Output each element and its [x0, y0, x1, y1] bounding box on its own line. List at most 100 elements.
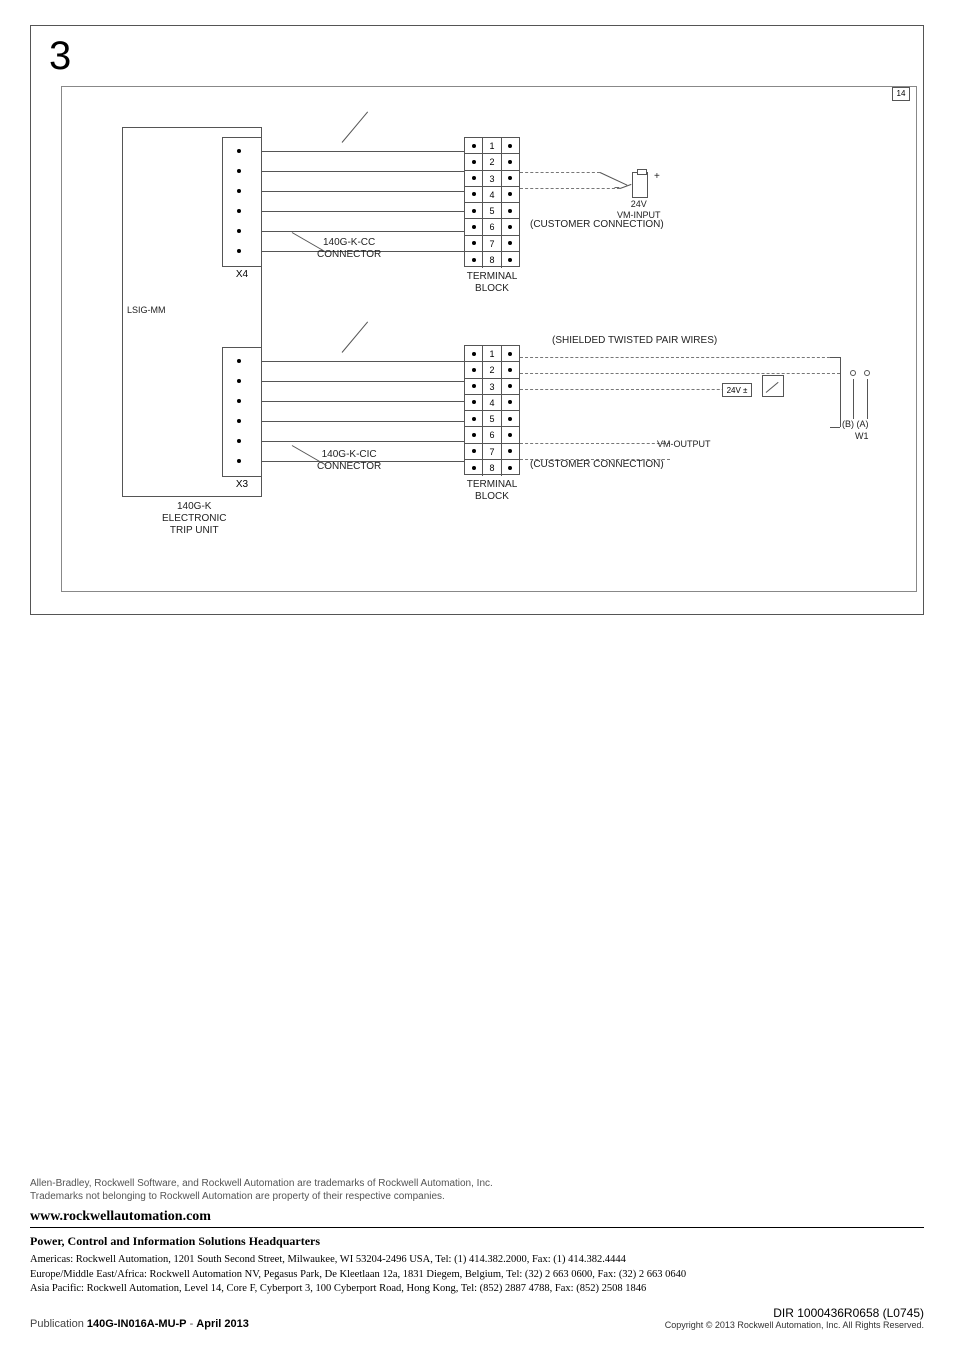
terminal-row: 2: [465, 362, 519, 378]
dot-icon: [508, 466, 512, 470]
terminal-number: 5: [483, 411, 501, 426]
terminal-cell: [465, 203, 483, 218]
addresses: Americas: Rockwell Automation, 1201 Sout…: [30, 1253, 924, 1296]
terminal-row: 1: [465, 346, 519, 362]
terminal-number: 1: [483, 346, 501, 361]
terminal-cell: [465, 444, 483, 459]
pin: [237, 149, 241, 153]
dot-icon: [472, 144, 476, 148]
bottom-row: Publication 140G-IN016A-MU-P - April 201…: [30, 1306, 924, 1330]
terminal-number: 1: [483, 138, 501, 153]
pin: [237, 249, 241, 253]
meter-ba-label: (B) (A): [842, 419, 869, 430]
terminal-number: 5: [483, 203, 501, 218]
dot-icon: [508, 384, 512, 388]
wire: [853, 379, 854, 419]
wiring-diagram: X4 X3: [62, 87, 916, 591]
terminal-number: 2: [483, 362, 501, 377]
terminal-number: 3: [483, 171, 501, 186]
pub-date: April 2013: [196, 1318, 249, 1330]
terminal-cell: [502, 154, 519, 169]
wire: [620, 184, 632, 189]
dot-icon: [508, 144, 512, 148]
hq-title: Power, Control and Information Solutions…: [30, 1234, 924, 1249]
dot-icon: [508, 241, 512, 245]
terminal-number: 4: [483, 187, 501, 202]
terminal-cell: [465, 395, 483, 410]
dashed-wire: [520, 443, 670, 444]
pin: [237, 439, 241, 443]
terminal-row: 2: [465, 154, 519, 170]
meter-w1-label: W1: [855, 431, 869, 442]
dot-icon: [472, 192, 476, 196]
wire: [262, 381, 464, 382]
terminal-cell: [465, 236, 483, 251]
pin: [237, 359, 241, 363]
dot-icon: [472, 433, 476, 437]
terminal-row: 1: [465, 138, 519, 154]
terminal-cell: [465, 411, 483, 426]
x3-block: [222, 347, 262, 477]
shielded-label: (SHIELDED TWISTED PAIR WIRES): [552, 335, 717, 347]
terminal-block-bottom: 12345678: [464, 345, 520, 475]
terminal-cell: [465, 154, 483, 169]
indicator-line: [342, 322, 368, 353]
dot-icon: [472, 176, 476, 180]
dot-icon: [508, 160, 512, 164]
terminal-cell: [502, 138, 519, 153]
terminal-block-label-bottom: TERMINAL BLOCK: [464, 479, 520, 503]
footer: Allen-Bradley, Rockwell Software, and Ro…: [30, 1177, 924, 1330]
terminal-row: 4: [465, 395, 519, 411]
vm-input-label: 24V VM-INPUT: [617, 199, 661, 221]
trademark-line: Trademarks not belonging to Rockwell Aut…: [30, 1190, 924, 1203]
address-americas: Americas: Rockwell Automation, 1201 Sout…: [30, 1253, 924, 1267]
pin: [237, 229, 241, 233]
publication-info: Publication 140G-IN016A-MU-P - April 201…: [30, 1318, 249, 1330]
divider: [30, 1227, 924, 1228]
terminal-row: 5: [465, 203, 519, 219]
terminal-number: 3: [483, 379, 501, 394]
step-number: 3: [49, 34, 71, 79]
terminal-row: 6: [465, 427, 519, 443]
dot-icon: [472, 384, 476, 388]
terminal-cell: [502, 460, 519, 476]
terminal-row: 6: [465, 219, 519, 235]
dot-icon: [508, 352, 512, 356]
dashed-wire: [520, 172, 600, 173]
pin: [237, 399, 241, 403]
terminal-cell: [465, 171, 483, 186]
pin: [237, 379, 241, 383]
terminal-cell: [502, 379, 519, 394]
dot-icon: [472, 466, 476, 470]
terminal-cell: [465, 138, 483, 153]
terminal-cell: [465, 252, 483, 268]
terminal-number: 2: [483, 154, 501, 169]
dot-icon: [472, 417, 476, 421]
terminal-block-label-top: TERMINAL BLOCK: [464, 271, 520, 295]
trademark-line: Allen-Bradley, Rockwell Software, and Ro…: [30, 1177, 924, 1190]
terminal-cell: [502, 395, 519, 410]
customer-connection-bottom: (CUSTOMER CONNECTION): [530, 459, 664, 471]
dot-icon: [472, 209, 476, 213]
dot-icon: [472, 368, 476, 372]
x4-label: X4: [222, 269, 262, 280]
wire: [262, 361, 464, 362]
terminal-cell: [502, 187, 519, 202]
terminal-cell: [465, 427, 483, 442]
terminal-number: 4: [483, 395, 501, 410]
pub-sep: -: [187, 1318, 197, 1330]
terminal-row: 7: [465, 236, 519, 252]
wire: [867, 379, 868, 419]
x4-block: [222, 137, 262, 267]
trip-unit-label: 140G-K ELECTRONIC TRIP UNIT: [162, 501, 226, 537]
wire: [262, 441, 464, 442]
terminal-row: 8: [465, 252, 519, 268]
dot-icon: [472, 258, 476, 262]
terminal-cell: [502, 203, 519, 218]
terminal-block-top: 12 345678: [464, 137, 520, 267]
shield-bracket: [830, 357, 840, 358]
indicator-line: [342, 112, 368, 143]
figure-panel: 3 1 4 X4 X3: [30, 25, 924, 615]
polarity-plus: +: [654, 171, 660, 183]
dashed-wire: [520, 188, 620, 189]
